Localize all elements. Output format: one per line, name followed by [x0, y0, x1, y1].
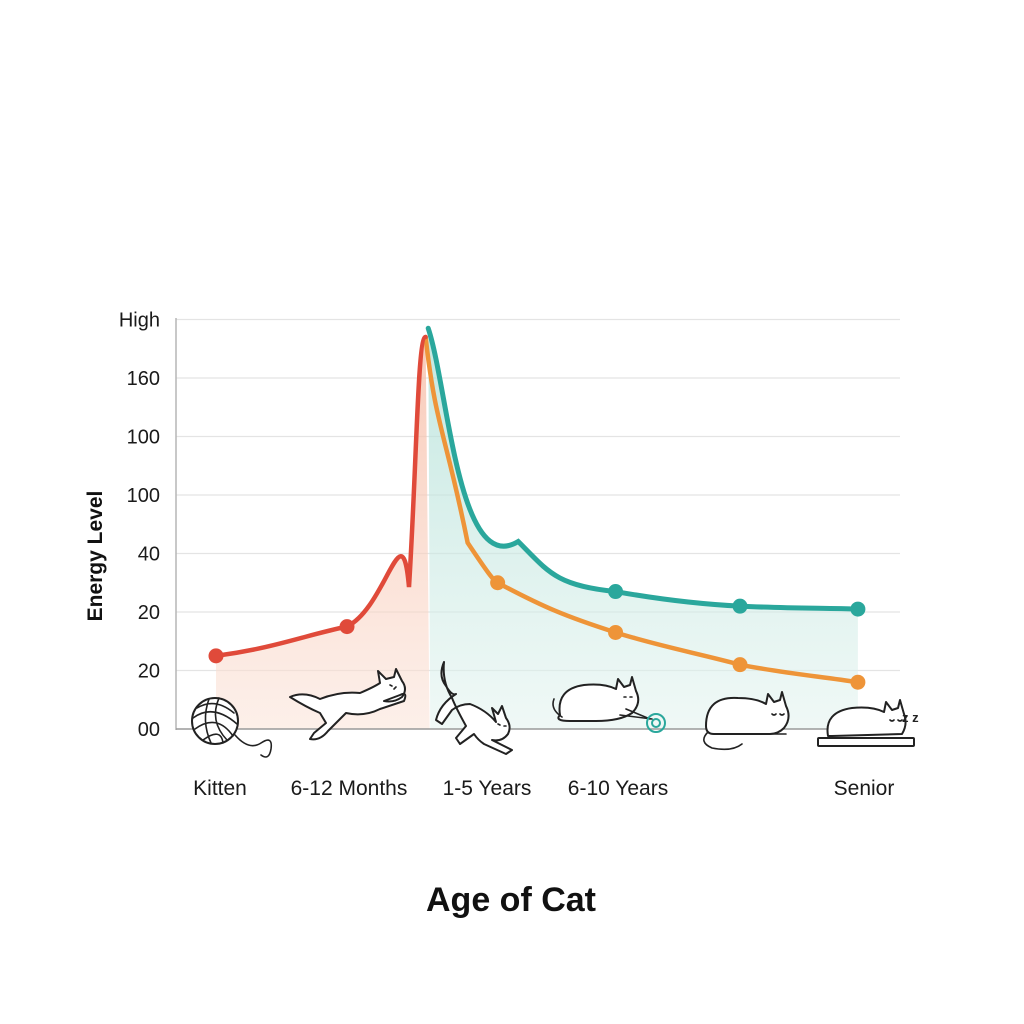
y-axis-title: Energy Level — [84, 491, 107, 622]
y-tick-label: 20 — [138, 661, 160, 683]
x-tick-label: Kitten — [193, 777, 247, 800]
data-point-marker — [608, 624, 624, 640]
teal-series-line — [425, 325, 861, 612]
yarn-ball-icon — [191, 697, 273, 758]
x-tick-label: 6-12 Months — [291, 777, 408, 800]
y-tick-label: 00 — [138, 719, 160, 741]
x-tick-labels: Kitten 6-12 Months 1-5 Years 6-10 Years Seni… — [193, 777, 894, 800]
leaping-cat-icon — [289, 668, 407, 741]
data-point-marker — [339, 619, 355, 635]
x-tick-label: 1-5 Years — [443, 777, 532, 800]
red-series-line — [213, 334, 428, 659]
warm-area-fill — [216, 337, 430, 729]
data-point-marker — [732, 598, 748, 614]
grid-lines — [176, 318, 900, 672]
y-tick-label: High — [119, 310, 160, 332]
sleeping-cat-icon: z z — [817, 699, 919, 747]
x-tick-label: 6-10 Years — [568, 777, 668, 800]
y-tick-label: 160 — [127, 368, 160, 390]
data-point-marker — [850, 674, 866, 690]
y-tick-label: 100 — [127, 485, 160, 507]
x-tick-label: Senior — [834, 777, 895, 800]
data-point-marker — [850, 601, 866, 617]
data-point-marker — [490, 575, 506, 591]
data-point-marker — [732, 657, 748, 673]
y-tick-label: 20 — [138, 602, 160, 624]
y-tick-label: 100 — [127, 427, 160, 449]
y-tick-labels: 00 20 20 40 100 100 160 High — [119, 310, 160, 742]
series-markers — [208, 575, 866, 690]
illustrations: z z — [191, 661, 919, 758]
sleep-z-label: z z — [902, 710, 919, 725]
x-axis-title: Age of Cat — [426, 881, 596, 919]
cat-with-laser-toy-icon — [552, 676, 666, 733]
data-point-marker — [608, 584, 624, 600]
pouncing-cat-icon — [435, 661, 513, 755]
y-tick-label: 40 — [138, 544, 160, 566]
resting-cat-icon — [703, 691, 790, 751]
cool-area-fill — [428, 328, 858, 729]
data-point-marker — [208, 648, 224, 664]
area-fills — [216, 328, 858, 729]
